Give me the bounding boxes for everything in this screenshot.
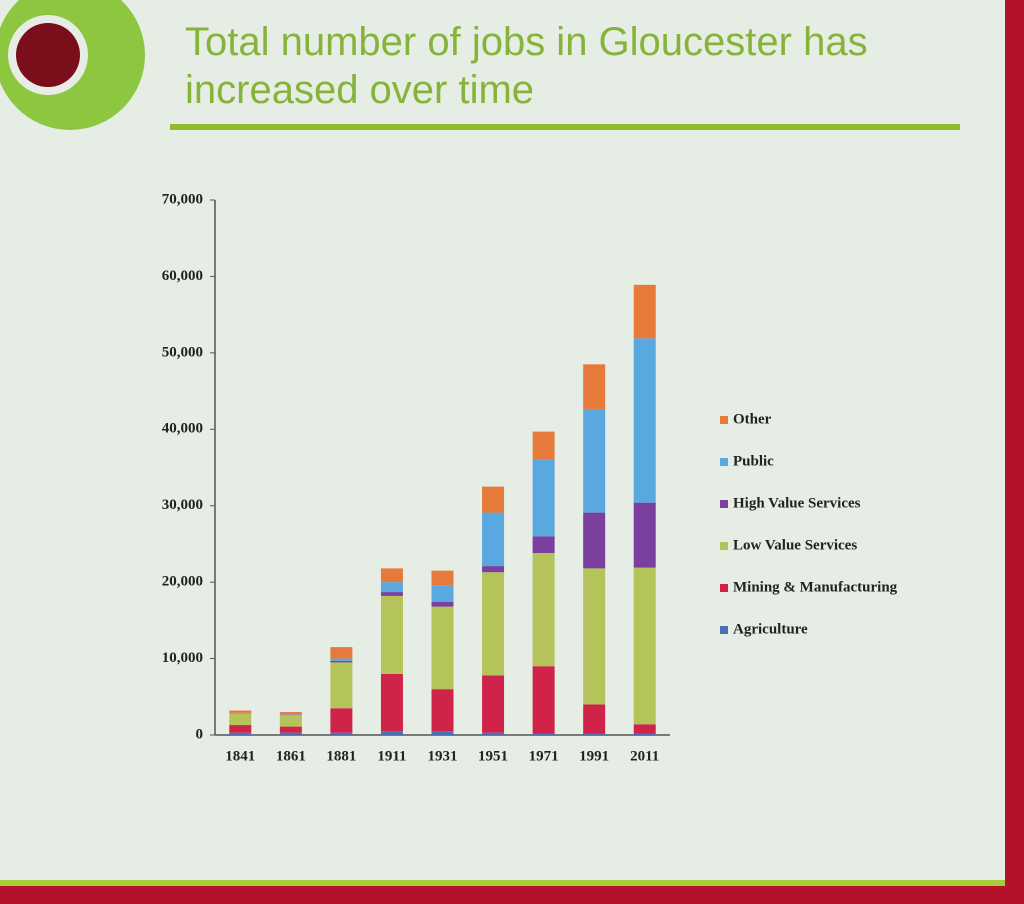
bar-segment bbox=[330, 662, 353, 709]
x-tick-label: 2011 bbox=[630, 748, 659, 764]
y-tick-label: 0 bbox=[196, 726, 204, 742]
title-underline bbox=[170, 124, 960, 130]
bar-segment bbox=[380, 582, 403, 593]
bar-segment bbox=[229, 710, 252, 713]
bar-segment bbox=[532, 666, 555, 734]
x-tick-label: 1841 bbox=[225, 748, 255, 764]
bar-segment bbox=[633, 724, 656, 734]
bar-segment bbox=[279, 712, 302, 715]
logo-dot bbox=[16, 23, 80, 87]
bar-segment bbox=[431, 606, 454, 690]
y-tick-label: 20,000 bbox=[162, 574, 203, 590]
x-tick-label: 1931 bbox=[428, 748, 458, 764]
bar-segment bbox=[583, 704, 606, 734]
legend-swatch bbox=[720, 542, 728, 550]
bar-segment bbox=[633, 733, 656, 735]
x-tick-label: 1881 bbox=[326, 748, 356, 764]
bar-segment bbox=[633, 567, 656, 725]
bar-segment bbox=[633, 338, 656, 503]
bar-segment bbox=[431, 602, 454, 607]
bar-segment bbox=[279, 715, 302, 727]
bar-segment bbox=[633, 502, 656, 568]
legend-label: High Value Services bbox=[733, 495, 861, 511]
bar-segment bbox=[229, 725, 252, 733]
bar-segment bbox=[583, 568, 606, 705]
bar-segment bbox=[532, 553, 555, 667]
legend-swatch bbox=[720, 500, 728, 508]
bar-segment bbox=[431, 689, 454, 732]
x-tick-label: 1951 bbox=[478, 748, 508, 764]
x-tick-label: 1911 bbox=[377, 748, 406, 764]
y-tick-label: 70,000 bbox=[162, 191, 203, 207]
bar-segment bbox=[431, 585, 454, 603]
y-tick-label: 10,000 bbox=[162, 650, 203, 666]
bar-segment bbox=[330, 658, 353, 661]
bar-segment bbox=[330, 647, 353, 659]
chart-title: Total number of jobs in Gloucester has i… bbox=[185, 20, 868, 112]
bar-segment bbox=[279, 732, 302, 735]
legend-label: Mining & Manufacturing bbox=[733, 579, 898, 595]
y-tick-label: 40,000 bbox=[162, 421, 203, 437]
bar-segment bbox=[380, 592, 403, 596]
legend-swatch bbox=[720, 626, 728, 634]
legend-label: Other bbox=[733, 411, 772, 427]
bar-segment bbox=[583, 733, 606, 735]
bar-segment bbox=[380, 731, 403, 735]
bar-segment bbox=[330, 708, 353, 733]
chart: 0 10,000 20,000 30,000 40,000 50,000 60,000 70,… bbox=[0, 0, 898, 764]
bar-segment bbox=[482, 486, 505, 513]
bar-segment bbox=[229, 732, 252, 735]
legend-label: Low Value Services bbox=[733, 537, 857, 553]
legend-swatch bbox=[720, 416, 728, 424]
bar-segment bbox=[482, 572, 505, 676]
y-tick-label: 60,000 bbox=[162, 268, 203, 284]
slide: 0 10,000 20,000 30,000 40,000 50,000 60,000 70,… bbox=[0, 0, 1005, 886]
bar-segment bbox=[229, 713, 252, 726]
bar-segment bbox=[279, 726, 302, 733]
bar-segment bbox=[482, 566, 505, 573]
bar-segment bbox=[583, 512, 606, 569]
legend-label: Agriculture bbox=[733, 621, 808, 637]
bar-segment bbox=[482, 675, 505, 733]
legend-swatch bbox=[720, 584, 728, 592]
bar-segment bbox=[380, 673, 403, 732]
x-tick-label: 1861 bbox=[276, 748, 306, 764]
bar-segment bbox=[532, 459, 555, 537]
bar-segment bbox=[482, 512, 505, 567]
bar-segment bbox=[532, 536, 555, 554]
bar-segment bbox=[431, 570, 454, 586]
bar-segment bbox=[330, 732, 353, 735]
bar-segment bbox=[633, 284, 656, 339]
x-tick-label: 1971 bbox=[529, 748, 559, 764]
bar-segment bbox=[532, 733, 555, 735]
y-tick-label: 50,000 bbox=[162, 344, 203, 360]
bar-segment bbox=[380, 595, 403, 674]
bar-segment bbox=[482, 732, 505, 735]
bar-segment bbox=[583, 409, 606, 513]
bar-segment bbox=[380, 568, 403, 583]
bar-segment bbox=[583, 364, 606, 410]
x-tick-label: 1991 bbox=[579, 748, 609, 764]
bar-segment bbox=[431, 731, 454, 735]
legend-swatch bbox=[720, 458, 728, 466]
legend-label: Public bbox=[733, 453, 774, 469]
y-tick-label: 30,000 bbox=[162, 497, 203, 513]
bar-segment bbox=[532, 431, 555, 460]
bar-segment bbox=[330, 660, 353, 663]
